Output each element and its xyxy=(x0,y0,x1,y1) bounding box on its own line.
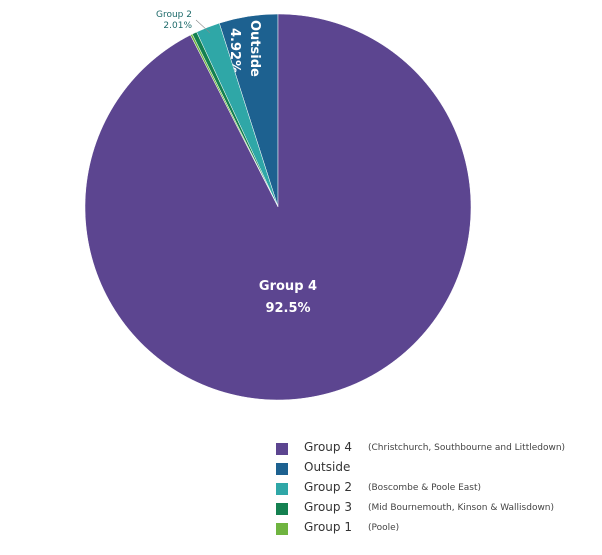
legend-description: (Boscombe & Poole East) xyxy=(368,483,482,493)
legend-description: (Mid Bournemouth, Kinson & Wallisdown) xyxy=(368,503,555,513)
slice-value-label: 92.5% xyxy=(265,301,310,316)
slice-value-label: 2.01% xyxy=(163,21,192,31)
legend-label: Group 3 xyxy=(304,500,352,514)
legend-label: Group 1 xyxy=(304,520,352,534)
legend-swatch xyxy=(276,443,288,455)
legend-description: (Christchurch, Southbourne and Littledow… xyxy=(368,443,566,453)
legend-swatch xyxy=(276,503,288,515)
legend-swatch xyxy=(276,463,288,475)
slice-group-4 xyxy=(84,13,472,401)
leader-line xyxy=(195,19,211,34)
legend-swatch xyxy=(276,523,288,535)
legend-label: Group 4 xyxy=(304,440,352,454)
legend-swatch xyxy=(276,483,288,495)
slice-name-label: Group 4 xyxy=(259,279,317,294)
slice-name-label: Outside xyxy=(247,20,262,77)
slice-name-label: Group 2 xyxy=(156,10,192,20)
legend-label: Outside xyxy=(304,460,351,474)
legend-description: (Poole) xyxy=(368,523,400,533)
legend-label: Group 2 xyxy=(304,480,352,494)
